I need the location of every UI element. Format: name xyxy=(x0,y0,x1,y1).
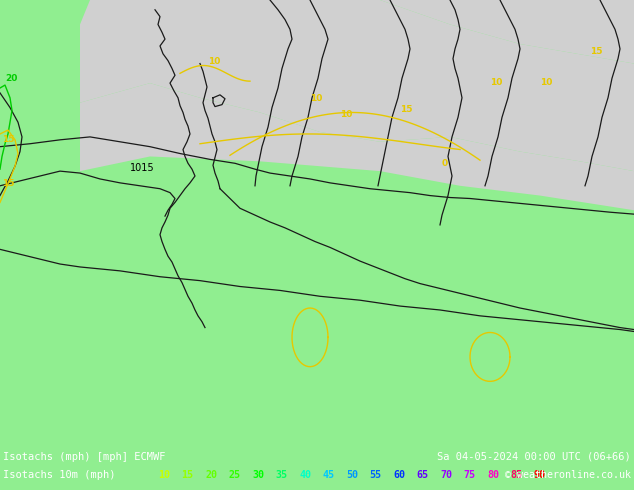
Text: 1015: 1015 xyxy=(130,163,155,173)
Text: 15: 15 xyxy=(181,470,193,480)
Text: 45: 45 xyxy=(323,470,335,480)
Text: 80: 80 xyxy=(487,470,499,480)
Text: 0: 0 xyxy=(442,159,448,168)
Polygon shape xyxy=(80,0,634,171)
Text: 10: 10 xyxy=(490,78,502,87)
Text: 75: 75 xyxy=(463,470,476,480)
Polygon shape xyxy=(90,0,634,64)
Text: 15: 15 xyxy=(590,47,602,56)
Text: 20: 20 xyxy=(5,74,17,83)
Text: 85: 85 xyxy=(510,470,522,480)
Text: 20: 20 xyxy=(205,470,217,480)
Text: 15: 15 xyxy=(2,135,15,144)
Text: 10: 10 xyxy=(208,56,221,66)
Text: 15: 15 xyxy=(400,105,413,115)
Text: 70: 70 xyxy=(440,470,452,480)
Text: 25: 25 xyxy=(228,470,240,480)
Text: 65: 65 xyxy=(417,470,429,480)
Text: 10: 10 xyxy=(310,94,322,103)
Text: 35: 35 xyxy=(276,470,287,480)
Text: 30: 30 xyxy=(252,470,264,480)
Text: 90: 90 xyxy=(534,470,546,480)
Text: 10: 10 xyxy=(540,78,552,87)
Polygon shape xyxy=(80,83,634,210)
Text: Isotachs 10m (mph): Isotachs 10m (mph) xyxy=(3,470,115,480)
Text: 15: 15 xyxy=(2,179,15,188)
Text: 40: 40 xyxy=(299,470,311,480)
Text: 55: 55 xyxy=(370,470,382,480)
Text: 60: 60 xyxy=(393,470,405,480)
Text: 10: 10 xyxy=(340,110,353,120)
Text: Isotachs (mph) [mph] ECMWF: Isotachs (mph) [mph] ECMWF xyxy=(3,452,165,462)
Text: Sa 04-05-2024 00:00 UTC (06+66): Sa 04-05-2024 00:00 UTC (06+66) xyxy=(437,452,631,462)
Text: 50: 50 xyxy=(346,470,358,480)
Text: © weatheronline.co.uk: © weatheronline.co.uk xyxy=(505,470,631,480)
Text: 10: 10 xyxy=(158,470,170,480)
